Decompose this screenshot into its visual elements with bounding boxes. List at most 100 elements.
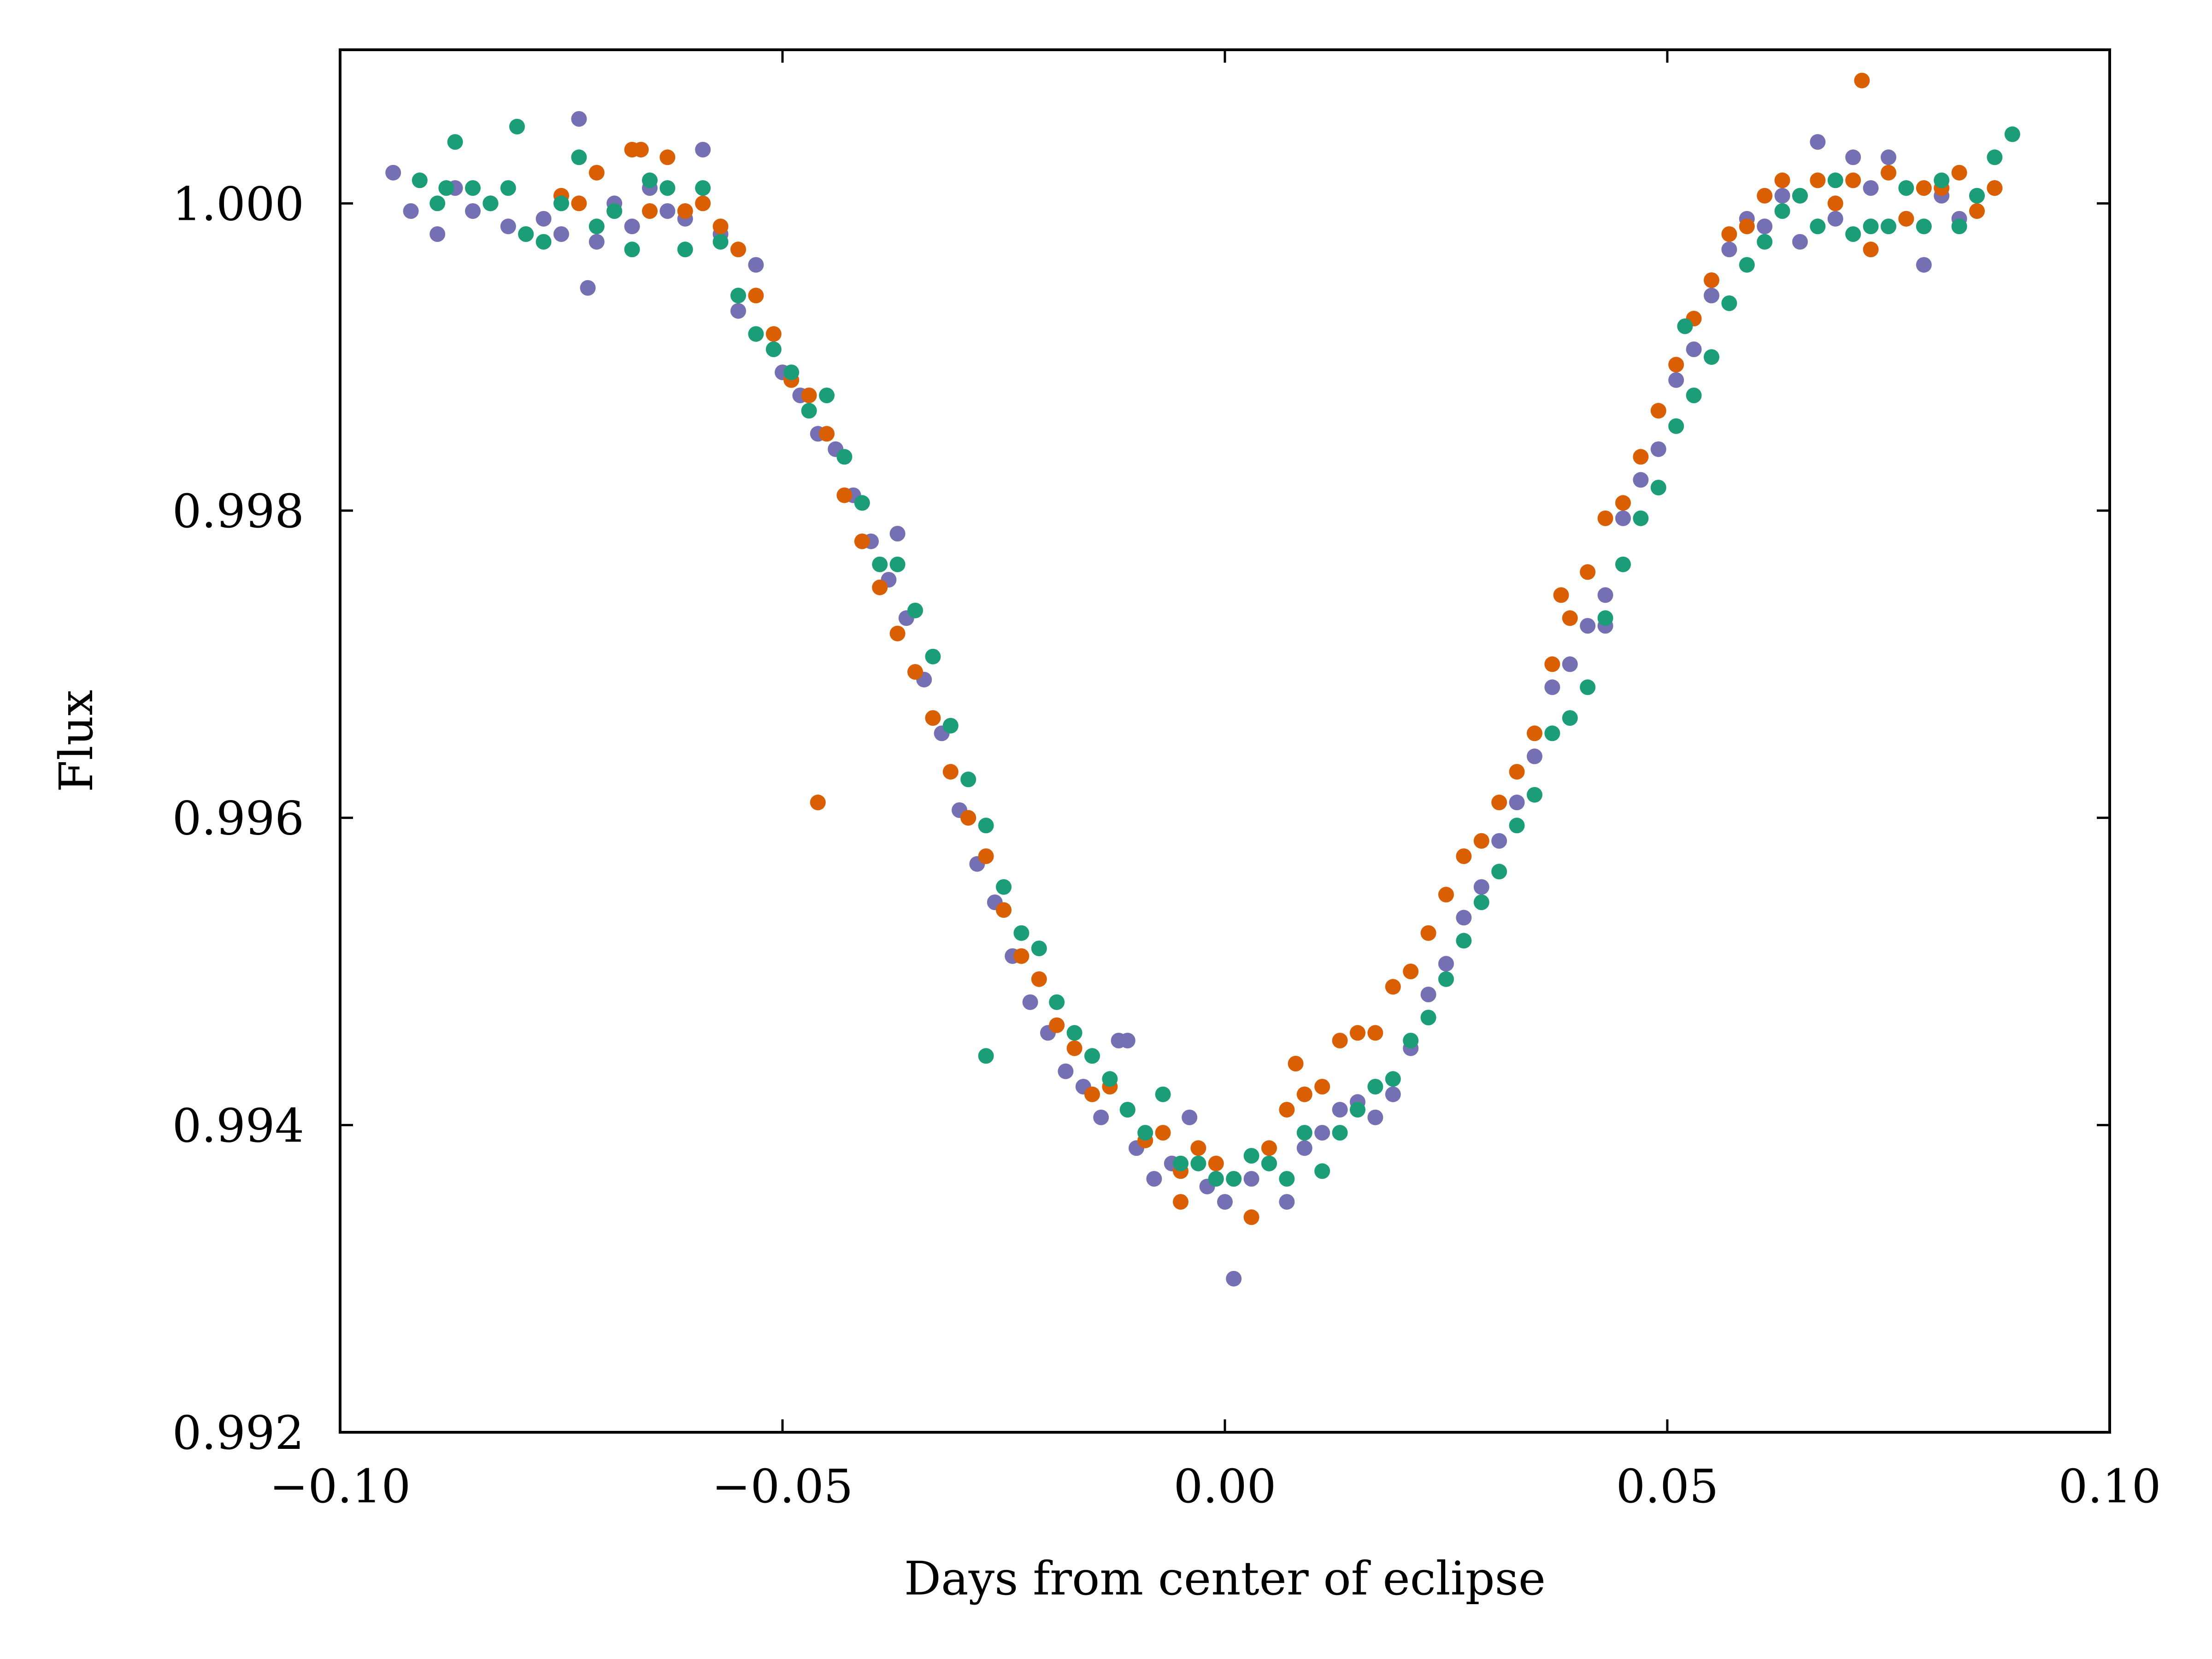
data-point-orange xyxy=(633,141,649,158)
data-point-orange xyxy=(1597,510,1613,526)
data-point-purple xyxy=(588,234,605,250)
data-point-purple xyxy=(1420,987,1436,1002)
data-point-orange xyxy=(1261,1140,1277,1156)
data-point-teal xyxy=(1314,1163,1330,1179)
data-point-orange xyxy=(1854,72,1870,88)
data-point-orange xyxy=(1084,1086,1100,1102)
data-point-orange xyxy=(1314,1079,1330,1094)
data-point-purple xyxy=(429,226,446,242)
data-point-orange xyxy=(1527,725,1542,741)
data-point-purple xyxy=(889,526,906,541)
data-point-teal xyxy=(1456,933,1472,949)
data-point-purple xyxy=(465,203,481,219)
data-point-orange xyxy=(889,625,906,641)
y-tick-label: 0.996 xyxy=(172,792,304,846)
data-point-purple xyxy=(1845,149,1861,165)
data-point-teal xyxy=(1934,172,1950,188)
x-tick-label: 0.05 xyxy=(1616,1459,1719,1513)
data-point-orange xyxy=(748,288,764,304)
data-point-orange xyxy=(1403,964,1419,979)
data-point-purple xyxy=(1473,879,1489,895)
data-point-teal xyxy=(1951,218,1967,235)
data-point-orange xyxy=(925,710,941,726)
data-point-orange xyxy=(1420,925,1436,941)
data-point-orange xyxy=(1279,1102,1295,1118)
data-point-teal xyxy=(783,365,800,380)
data-point-purple xyxy=(1757,218,1773,235)
data-point-teal xyxy=(624,241,640,258)
data-point-teal xyxy=(1261,1155,1277,1171)
data-point-purple xyxy=(535,211,552,227)
data-point-teal xyxy=(509,118,525,135)
data-point-teal xyxy=(1615,556,1631,572)
data-point-teal xyxy=(1792,188,1808,204)
data-point-purple xyxy=(553,226,569,242)
data-point-teal xyxy=(1527,787,1542,803)
data-point-teal xyxy=(1137,1125,1153,1141)
data-point-orange xyxy=(1155,1125,1171,1141)
data-point-orange xyxy=(1668,357,1684,373)
data-point-purple xyxy=(624,218,640,235)
data-point-teal xyxy=(1173,1155,1188,1171)
data-point-teal xyxy=(1385,1071,1401,1087)
data-point-orange xyxy=(854,533,870,549)
data-point-teal xyxy=(1677,318,1693,334)
data-point-teal xyxy=(1403,1033,1419,1048)
data-point-purple xyxy=(1456,910,1472,926)
data-point-teal xyxy=(1562,710,1578,726)
data-point-orange xyxy=(1951,165,1967,181)
data-point-teal xyxy=(1243,1148,1259,1164)
data-point-teal xyxy=(535,234,552,250)
data-point-orange xyxy=(960,810,977,826)
data-point-orange xyxy=(1243,1209,1259,1225)
data-point-teal xyxy=(854,495,870,511)
data-point-orange xyxy=(1553,587,1569,603)
tick-labels: −0.10 −0.05 0.00 0.05 0.10 0.992 0.994 0.996 0.9… xyxy=(172,177,2161,1513)
y-tick-label: 0.998 xyxy=(172,484,304,538)
data-point-teal xyxy=(1916,218,1932,235)
data-point-purple xyxy=(1544,679,1560,695)
y-tick-label: 0.994 xyxy=(172,1099,304,1153)
data-point-purple xyxy=(1243,1171,1259,1187)
data-point-orange xyxy=(996,902,1012,918)
data-point-orange xyxy=(1881,165,1896,181)
data-point-orange xyxy=(1332,1033,1348,1048)
data-point-orange xyxy=(810,794,826,811)
data-point-orange xyxy=(1491,794,1507,811)
data-point-purple xyxy=(695,141,711,158)
data-point-teal xyxy=(1119,1102,1135,1118)
data-point-teal xyxy=(1332,1125,1348,1141)
data-point-teal xyxy=(1473,894,1489,910)
data-point-purple xyxy=(1615,510,1631,526)
data-point-teal xyxy=(588,218,605,235)
data-point-orange xyxy=(1473,833,1489,849)
data-point-orange xyxy=(1827,195,1843,212)
data-point-purple xyxy=(1491,833,1507,849)
data-point-purple xyxy=(1146,1171,1162,1187)
data-point-teal xyxy=(553,195,569,212)
data-points xyxy=(385,72,2020,1287)
data-point-purple xyxy=(1650,441,1666,457)
data-point-teal xyxy=(2004,126,2020,142)
data-point-teal xyxy=(925,648,941,665)
data-point-purple xyxy=(1668,372,1684,388)
data-point-teal xyxy=(1420,1010,1436,1025)
x-tick-label: 0.00 xyxy=(1174,1459,1277,1513)
data-point-orange xyxy=(695,195,711,212)
series-orange xyxy=(553,72,2003,1225)
data-point-purple xyxy=(1686,341,1702,357)
data-point-teal xyxy=(819,388,835,403)
data-point-purple xyxy=(1704,288,1719,304)
data-point-orange xyxy=(1173,1194,1188,1210)
data-point-orange xyxy=(819,426,835,442)
data-point-orange xyxy=(1385,979,1401,995)
data-point-teal xyxy=(1296,1125,1312,1141)
data-point-purple xyxy=(1226,1271,1242,1287)
data-point-purple xyxy=(1881,149,1896,165)
data-point-teal xyxy=(1686,388,1702,403)
data-point-teal xyxy=(748,326,764,342)
data-point-teal xyxy=(836,449,853,465)
data-point-teal xyxy=(1155,1086,1171,1102)
data-point-purple xyxy=(1119,1033,1135,1048)
data-point-teal xyxy=(960,771,977,788)
